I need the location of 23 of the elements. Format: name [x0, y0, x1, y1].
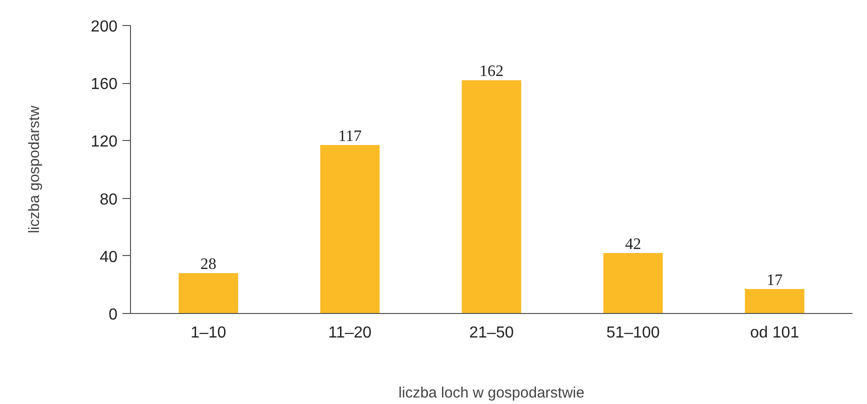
y-tick-label: 0	[108, 306, 118, 324]
x-tick-label: od 101	[750, 324, 800, 342]
x-tick-label: 1–10	[190, 324, 226, 342]
x-tick-label: 21–50	[469, 324, 514, 342]
x-tick-label: 11–20	[328, 324, 372, 342]
y-axis-title: liczba gospodarstw	[26, 106, 43, 234]
data-label: 42	[625, 236, 642, 254]
data-label: 117	[338, 128, 362, 146]
y-tick-label: 80	[100, 191, 118, 208]
data-label: 28	[200, 256, 216, 274]
bar	[744, 289, 804, 314]
data-label: 162	[480, 63, 504, 80]
y-tick-label: 200	[90, 18, 118, 36]
y-tick-label: 120	[90, 134, 118, 151]
data-label: 17	[766, 272, 783, 290]
bar	[462, 80, 522, 314]
y-tick-label: 40	[100, 248, 118, 266]
x-tick-label: 51–100	[606, 324, 660, 342]
bar	[178, 273, 238, 314]
x-axis-title: liczba loch w gospodarstwie	[398, 384, 584, 402]
y-tick-label: 160	[90, 76, 118, 94]
bar	[603, 253, 663, 314]
bar	[320, 145, 380, 314]
